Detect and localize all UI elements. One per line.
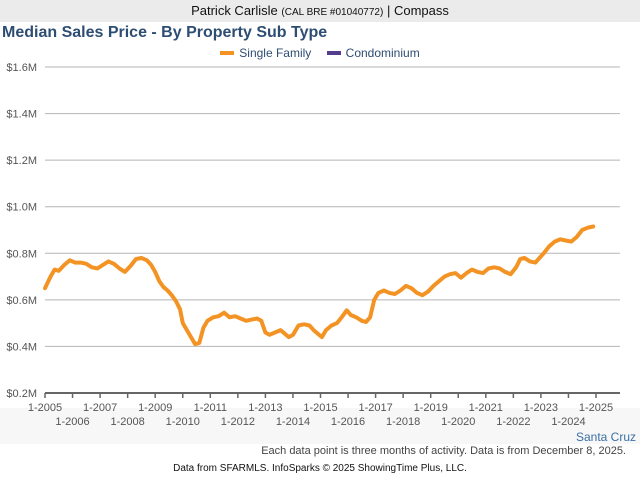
y-tick-label: $1.4M xyxy=(6,109,37,121)
y-axis-labels: $0.2M $0.4M $0.6M $0.8M $1.0M $1.2M $1.4M $1.6M xyxy=(6,62,37,400)
x-tick-label: 1-2014 xyxy=(276,416,310,428)
series-lines xyxy=(43,224,596,347)
x-tick-label: 1-2025 xyxy=(579,402,613,414)
x-tick-label: 1-2022 xyxy=(496,416,530,428)
y-tick-label: $0.8M xyxy=(6,248,37,260)
header-separator: | xyxy=(386,3,391,18)
x-tick-label: 1-2010 xyxy=(166,416,200,428)
legend-item-condominium[interactable]: Condominium xyxy=(326,46,420,60)
legend-label-single-family: Single Family xyxy=(239,46,312,60)
agent-name: Patrick Carlisle xyxy=(191,3,278,18)
x-tick-label: 1-2021 xyxy=(469,402,503,414)
x-tick-label: 1-2019 xyxy=(414,402,448,414)
agent-company: Compass xyxy=(393,3,449,18)
x-tick-label: 1-2008 xyxy=(111,416,145,428)
x-tick-label: 1-2013 xyxy=(248,402,282,414)
x-tick-label: 1-2024 xyxy=(551,416,585,428)
series-line-single-family xyxy=(43,224,596,347)
axis-band xyxy=(0,408,640,444)
x-tick-label: 1-2009 xyxy=(138,402,172,414)
legend-item-single-family[interactable]: Single Family xyxy=(220,46,311,60)
chart-title: Median Sales Price - By Property Sub Typ… xyxy=(2,24,328,41)
y-tick-label: $0.6M xyxy=(6,295,37,307)
x-tick-label: 1-2005 xyxy=(28,402,62,414)
x-tick-label: 1-2017 xyxy=(358,402,392,414)
y-tick-label: $0.4M xyxy=(6,341,37,353)
x-tick-label: 1-2023 xyxy=(524,402,558,414)
x-tick-label: 1-2011 xyxy=(194,402,227,414)
agent-header: Patrick Carlisle (CAL BRE #01040772) | C… xyxy=(0,0,640,22)
data-credit: Data from SFARMLS. InfoSparks © 2025 Sho… xyxy=(173,463,467,474)
region-label: Santa Cruz xyxy=(575,430,636,444)
legend-label-condominium: Condominium xyxy=(345,46,420,60)
legend-swatch-condominium xyxy=(326,50,341,55)
line-chart: $0.2M $0.4M $0.6M $0.8M $1.0M $1.2M $1.4M $1.6M… xyxy=(6,62,620,428)
x-tick-label: 1-2012 xyxy=(221,416,255,428)
x-tick-label: 1-2016 xyxy=(331,416,365,428)
y-tick-label: $1.6M xyxy=(6,62,37,74)
y-tick-label: $0.2M xyxy=(6,388,37,400)
x-tick-label: 1-2006 xyxy=(55,416,89,428)
x-axis: 1-2005 1-2007 1-2009 1-2011 1-2013 1-2015 1-20… xyxy=(28,392,620,428)
x-tick-label: 1-2018 xyxy=(386,416,420,428)
data-note: Each data point is three months of activ… xyxy=(261,445,626,457)
x-tick-label: 1-2015 xyxy=(303,402,337,414)
gridlines xyxy=(45,66,620,347)
agent-license: (CAL BRE #01040772) xyxy=(281,7,384,18)
x-tick-label: 1-2020 xyxy=(441,416,475,428)
y-tick-label: $1.2M xyxy=(6,155,37,167)
x-tick-label: 1-2007 xyxy=(83,402,117,414)
chart-legend: Single Family Condominium xyxy=(0,46,640,60)
y-tick-label: $1.0M xyxy=(6,202,37,214)
legend-swatch-single-family xyxy=(220,50,235,55)
